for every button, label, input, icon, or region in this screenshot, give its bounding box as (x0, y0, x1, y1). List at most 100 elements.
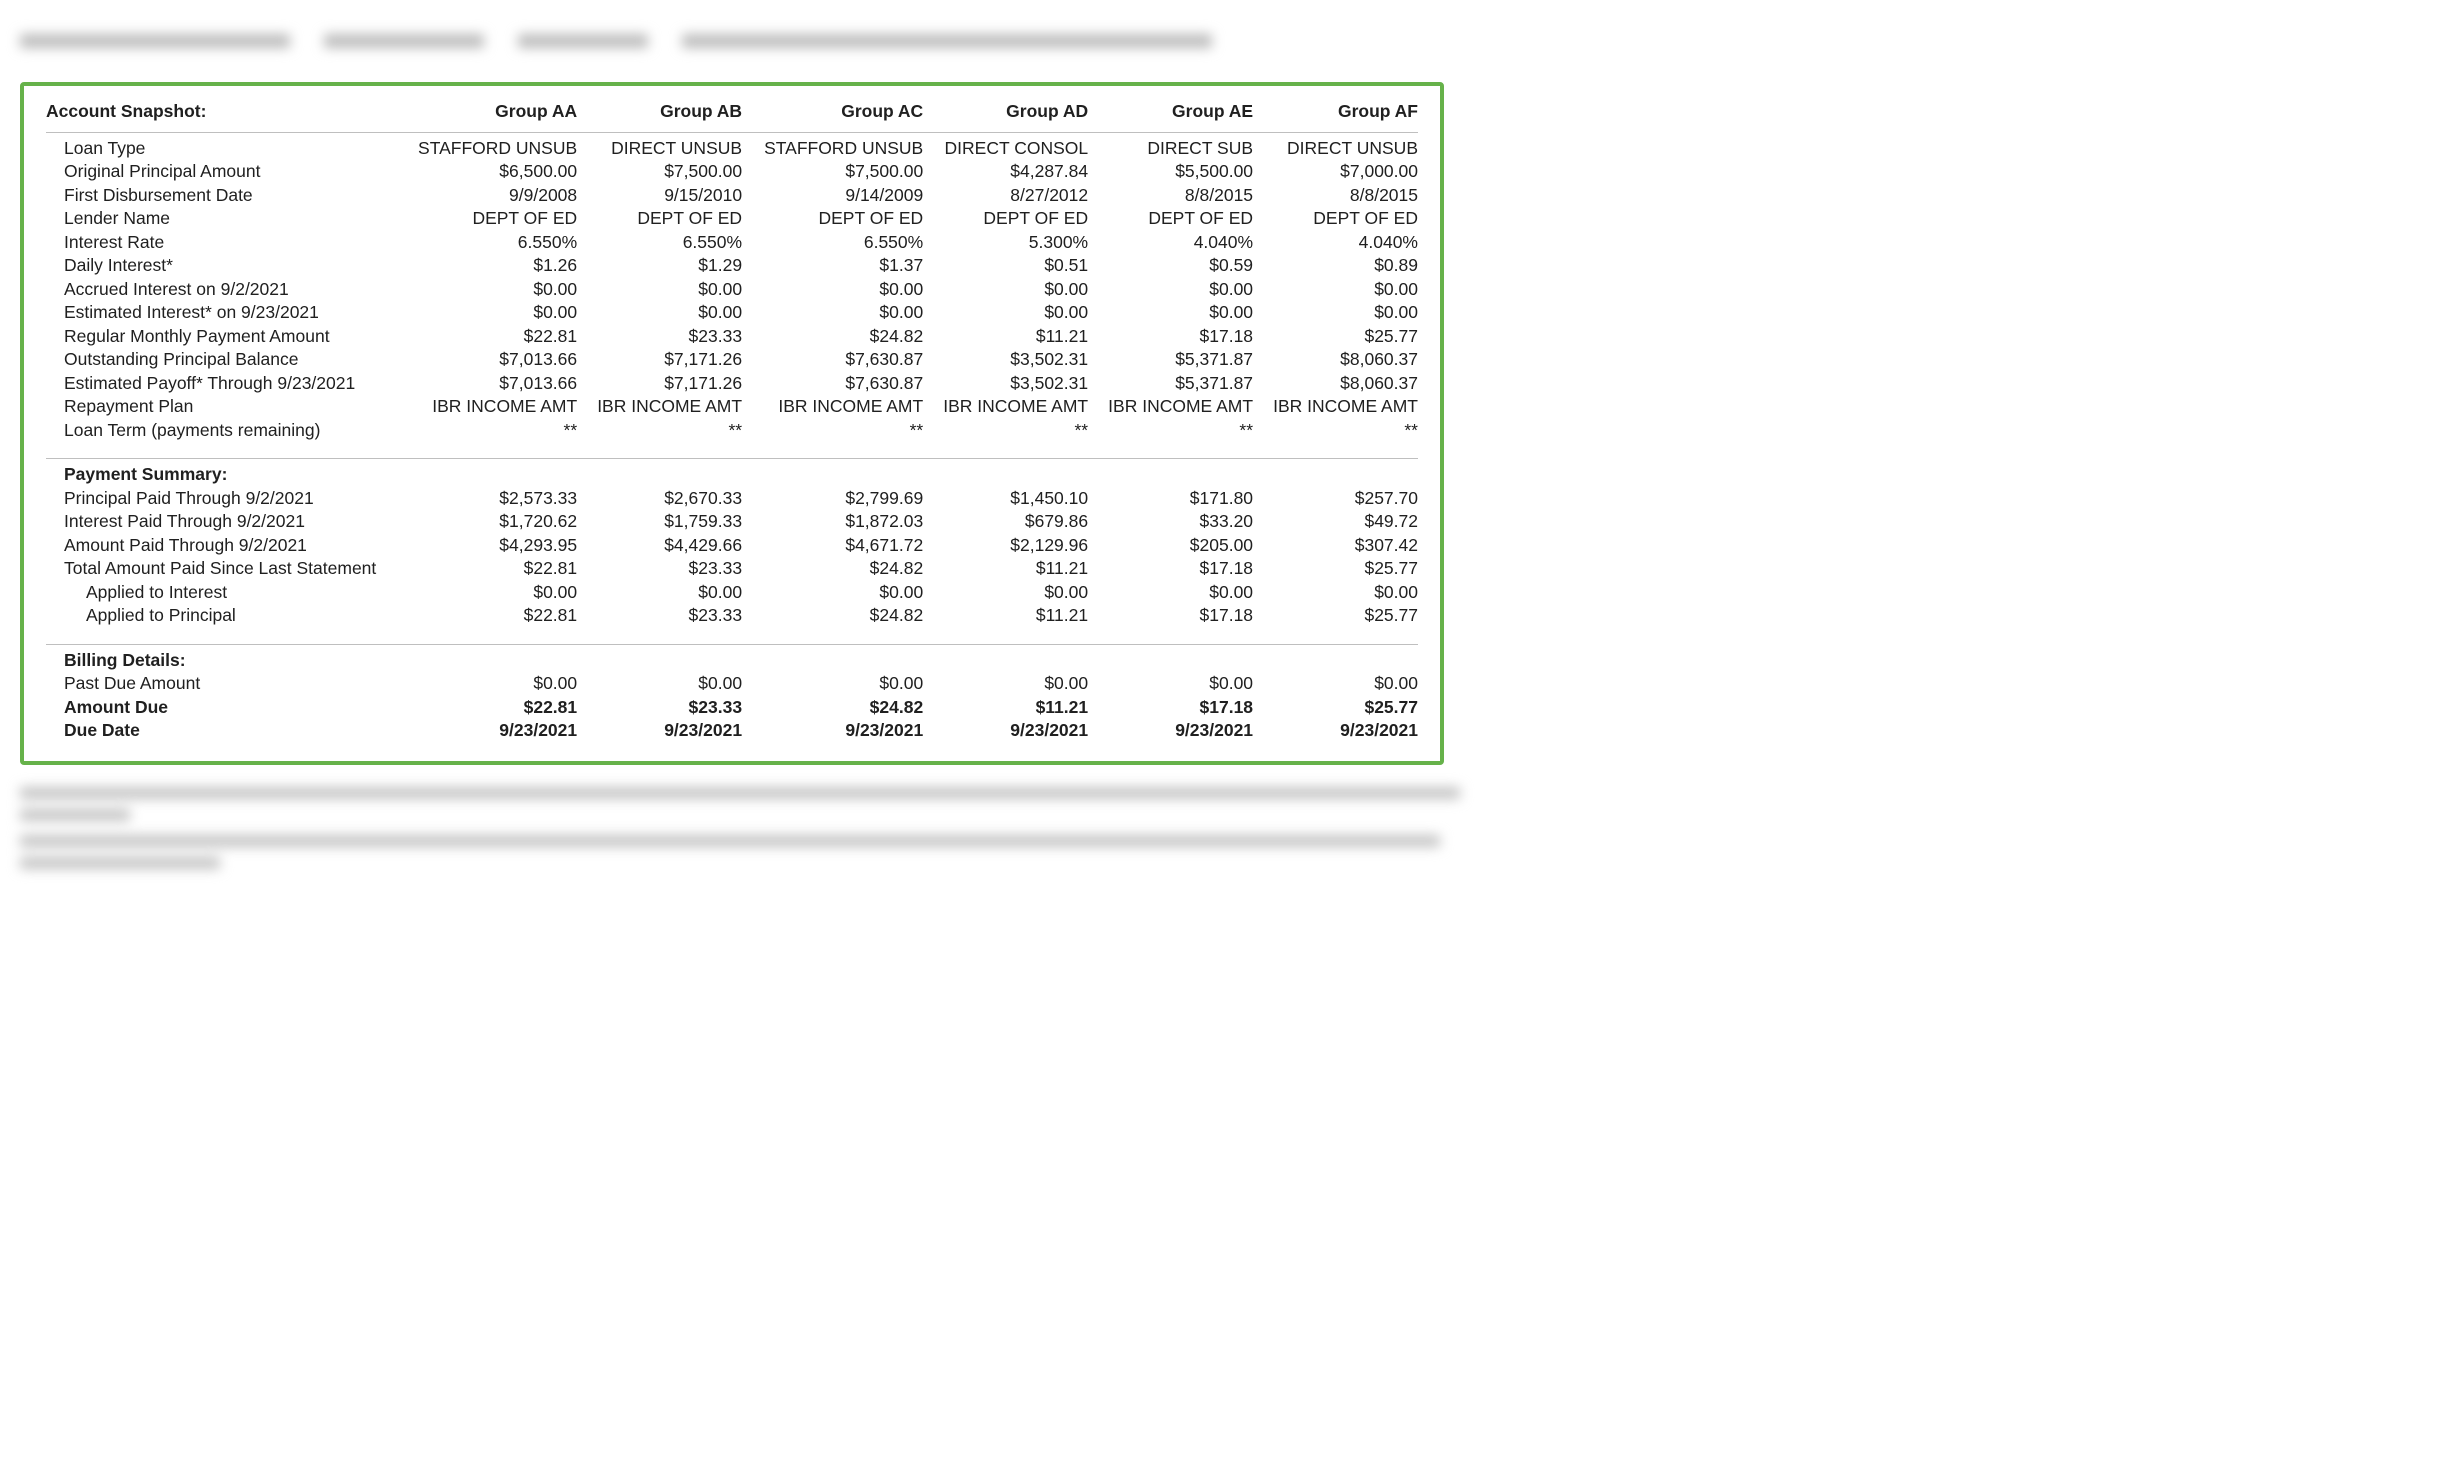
cell-value: 4.040% (1253, 231, 1418, 255)
spacer-row (46, 628, 1418, 645)
cell-value: $11.21 (923, 604, 1088, 628)
spacer-row (46, 442, 1418, 459)
cell-value: $11.21 (923, 696, 1088, 720)
cell-value: $11.21 (923, 325, 1088, 349)
cell-value: $0.00 (396, 672, 577, 696)
col-header-ad: Group AD (923, 100, 1088, 132)
cell-value: $0.00 (1088, 581, 1253, 605)
cell-value: $24.82 (742, 604, 923, 628)
row-label: Total Amount Paid Since Last Statement (46, 557, 396, 581)
cell-value: $0.89 (1253, 254, 1418, 278)
cell-value (577, 644, 742, 672)
cell-value: $7,013.66 (396, 372, 577, 396)
table-row: Loan Term (payments remaining)**********… (46, 419, 1418, 443)
table-row: Amount Due$22.81$23.33$24.82$11.21$17.18… (46, 696, 1418, 720)
cell-value: 4.040% (1088, 231, 1253, 255)
cell-value: $2,573.33 (396, 487, 577, 511)
cell-value: IBR INCOME AMT (742, 395, 923, 419)
table-row: Payment Summary: (46, 459, 1418, 487)
cell-value: $3,502.31 (923, 348, 1088, 372)
cell-value: IBR INCOME AMT (1253, 395, 1418, 419)
cell-value: 9/15/2010 (577, 184, 742, 208)
cell-value: $8,060.37 (1253, 372, 1418, 396)
cell-value: $25.77 (1253, 557, 1418, 581)
row-label: Estimated Interest* on 9/23/2021 (46, 301, 396, 325)
table-row: Daily Interest*$1.26$1.29$1.37$0.51$0.59… (46, 254, 1418, 278)
cell-value: IBR INCOME AMT (923, 395, 1088, 419)
row-label: Daily Interest* (46, 254, 396, 278)
cell-value (923, 459, 1088, 487)
cell-value: $25.77 (1253, 696, 1418, 720)
cell-value: 9/23/2021 (1253, 719, 1418, 743)
table-row: Principal Paid Through 9/2/2021$2,573.33… (46, 487, 1418, 511)
table-row: Interest Paid Through 9/2/2021$1,720.62$… (46, 510, 1418, 534)
contact-header-blurred (20, 30, 1444, 52)
table-row: Lender NameDEPT OF EDDEPT OF EDDEPT OF E… (46, 207, 1418, 231)
row-label: Accrued Interest on 9/2/2021 (46, 278, 396, 302)
cell-value: $0.00 (577, 301, 742, 325)
cell-value: $1,450.10 (923, 487, 1088, 511)
col-header-ac: Group AC (742, 100, 923, 132)
row-label: Loan Type (46, 132, 396, 160)
cell-value: DEPT OF ED (1253, 207, 1418, 231)
cell-value: DIRECT CONSOL (923, 132, 1088, 160)
cell-value: $33.20 (1088, 510, 1253, 534)
cell-value: $1,872.03 (742, 510, 923, 534)
row-label: Regular Monthly Payment Amount (46, 325, 396, 349)
cell-value (1088, 459, 1253, 487)
cell-value: STAFFORD UNSUB (742, 132, 923, 160)
table-row: Loan TypeSTAFFORD UNSUBDIRECT UNSUBSTAFF… (46, 132, 1418, 160)
cell-value: $0.00 (923, 301, 1088, 325)
row-label: Applied to Principal (46, 604, 396, 628)
cell-value: IBR INCOME AMT (396, 395, 577, 419)
cell-value: 6.550% (396, 231, 577, 255)
cell-value: $0.00 (923, 278, 1088, 302)
section-title: Billing Details: (46, 644, 396, 672)
cell-value: $0.00 (1253, 672, 1418, 696)
table-row: Applied to Principal$22.81$23.33$24.82$1… (46, 604, 1418, 628)
cell-value: $5,371.87 (1088, 372, 1253, 396)
cell-value: 8/27/2012 (923, 184, 1088, 208)
table-row: Estimated Interest* on 9/23/2021$0.00$0.… (46, 301, 1418, 325)
cell-value: DEPT OF ED (742, 207, 923, 231)
cell-value: ** (577, 419, 742, 443)
row-label: Amount Paid Through 9/2/2021 (46, 534, 396, 558)
table-row: Original Principal Amount$6,500.00$7,500… (46, 160, 1418, 184)
statement-page: Account Snapshot: Group AA Group AB Grou… (0, 0, 1464, 913)
cell-value: $0.00 (396, 278, 577, 302)
section-title: Payment Summary: (46, 459, 396, 487)
cell-value (923, 644, 1088, 672)
table-row: Repayment PlanIBR INCOME AMTIBR INCOME A… (46, 395, 1418, 419)
cell-value (742, 459, 923, 487)
cell-value (1253, 459, 1418, 487)
account-snapshot-table: Account Snapshot: Group AA Group AB Grou… (46, 100, 1418, 743)
cell-value: $1,720.62 (396, 510, 577, 534)
cell-value: 9/23/2021 (396, 719, 577, 743)
col-header-aa: Group AA (396, 100, 577, 132)
cell-value: $0.00 (577, 278, 742, 302)
cell-value: 8/8/2015 (1253, 184, 1418, 208)
cell-value: 9/23/2021 (1088, 719, 1253, 743)
cell-value: STAFFORD UNSUB (396, 132, 577, 160)
cell-value: $6,500.00 (396, 160, 577, 184)
cell-value (396, 644, 577, 672)
cell-value: $1.29 (577, 254, 742, 278)
row-label: Estimated Payoff* Through 9/23/2021 (46, 372, 396, 396)
cell-value: $4,293.95 (396, 534, 577, 558)
cell-value: $1,759.33 (577, 510, 742, 534)
account-snapshot-panel: Account Snapshot: Group AA Group AB Grou… (20, 82, 1444, 765)
cell-value: DEPT OF ED (577, 207, 742, 231)
cell-value: $205.00 (1088, 534, 1253, 558)
cell-value: $0.00 (396, 301, 577, 325)
table-row: Regular Monthly Payment Amount$22.81$23.… (46, 325, 1418, 349)
cell-value: $171.80 (1088, 487, 1253, 511)
cell-value: 8/8/2015 (1088, 184, 1253, 208)
table-row: Applied to Interest$0.00$0.00$0.00$0.00$… (46, 581, 1418, 605)
col-header-ae: Group AE (1088, 100, 1253, 132)
cell-value (1253, 644, 1418, 672)
cell-value: 6.550% (577, 231, 742, 255)
cell-value: $7,630.87 (742, 372, 923, 396)
table-row: First Disbursement Date9/9/20089/15/2010… (46, 184, 1418, 208)
cell-value: $7,013.66 (396, 348, 577, 372)
cell-value: $22.81 (396, 696, 577, 720)
